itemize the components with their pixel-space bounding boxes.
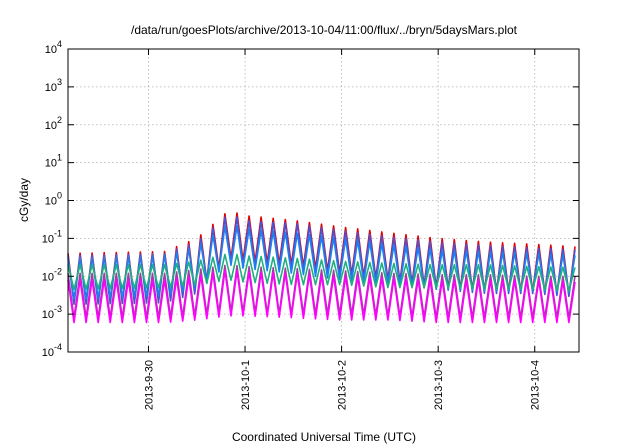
y-tick-exponent: -4 bbox=[54, 342, 62, 352]
y-tick-base: 10 bbox=[45, 44, 57, 56]
y-tick-exponent: 0 bbox=[57, 191, 62, 201]
y-tick-exponent: 4 bbox=[57, 39, 62, 49]
y-tick-base: 10 bbox=[42, 309, 54, 321]
series-group bbox=[67, 212, 576, 324]
x-tick-label: 2013-10-3 bbox=[433, 360, 445, 410]
series-line-2 bbox=[67, 216, 576, 306]
y-tick-exponent: 1 bbox=[57, 153, 62, 163]
x-axis-label: Coordinated Universal Time (UTC) bbox=[232, 430, 416, 444]
chart-title: /data/run/goesPlots/archive/2013-10-04/1… bbox=[131, 23, 518, 37]
x-tick-label: 2013-10-4 bbox=[530, 360, 542, 410]
y-tick-label: 100 bbox=[45, 191, 62, 208]
y-tick-exponent: 2 bbox=[57, 115, 62, 125]
y-tick-base: 10 bbox=[45, 120, 57, 132]
series-line-3 bbox=[67, 225, 576, 300]
y-tick-label: 10-1 bbox=[42, 228, 62, 245]
y-tick-base: 10 bbox=[42, 347, 54, 359]
y-tick-label: 102 bbox=[45, 115, 62, 132]
series-line-5 bbox=[67, 264, 576, 319]
axis-ticks bbox=[68, 48, 579, 353]
y-tick-exponent: -2 bbox=[54, 266, 62, 276]
y-tick-base: 10 bbox=[45, 196, 57, 208]
series-line-1 bbox=[67, 212, 576, 304]
y-tick-label: 10-3 bbox=[42, 304, 62, 321]
y-tick-base: 10 bbox=[45, 158, 57, 170]
y-tick-exponent: -1 bbox=[54, 228, 62, 238]
y-tick-base: 10 bbox=[42, 271, 54, 283]
y-tick-label: 101 bbox=[45, 153, 62, 170]
series-line-4 bbox=[67, 253, 576, 292]
y-axis-label: cGy/day bbox=[17, 178, 31, 222]
y-tick-base: 10 bbox=[45, 82, 57, 94]
y-tick-base: 10 bbox=[42, 233, 54, 245]
x-tick-label: 2013-9-30 bbox=[143, 360, 155, 410]
series-line-6 bbox=[67, 269, 576, 324]
y-tick-exponent: 3 bbox=[57, 77, 62, 87]
y-tick-label: 10-4 bbox=[42, 342, 62, 359]
y-tick-label: 104 bbox=[45, 39, 62, 56]
y-tick-exponent: -3 bbox=[54, 304, 62, 314]
x-tick-label: 2013-10-1 bbox=[240, 360, 252, 410]
y-tick-label: 10-2 bbox=[42, 266, 62, 283]
x-tick-label: 2013-10-2 bbox=[337, 360, 349, 410]
x-tick-labels: 2013-9-30 2013-10-1 2013-10-2 2013-10-3 2013… bbox=[143, 360, 541, 410]
y-tick-label: 103 bbox=[45, 77, 62, 94]
